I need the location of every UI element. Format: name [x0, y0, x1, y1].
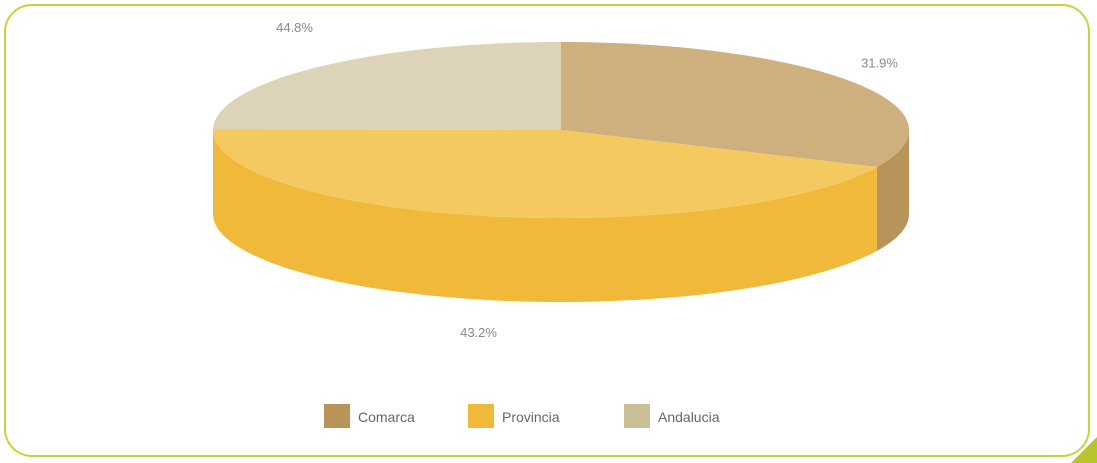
legend-label-andalucia: Andalucia	[658, 409, 720, 425]
legend-swatch-provincia	[468, 404, 494, 428]
pie-slice-provincia	[212, 129, 877, 219]
legend-label-comarca: Comarca	[358, 409, 415, 425]
pie-side-comarca	[876, 130, 909, 251]
pie-data-label-provincia: 43.2%	[460, 325, 497, 340]
corner-accent	[1071, 437, 1097, 463]
legend-swatch-comarca	[324, 404, 350, 428]
pie-tops	[212, 42, 910, 219]
legend-swatch-andalucia	[624, 404, 650, 428]
pie-slice-andalucia	[213, 42, 561, 130]
pie-sides	[213, 130, 909, 303]
pie-data-label-comarca: 31.9%	[861, 56, 898, 71]
pie-side-provincia	[213, 130, 877, 303]
pie-labels: 31.9% 43.2% 44.8%	[276, 20, 898, 340]
pie-slice-comarca	[561, 42, 910, 167]
pie-data-label-andalucia: 44.8%	[276, 20, 313, 35]
legend: Comarca Provincia Andalucia	[324, 404, 720, 428]
legend-label-provincia: Provincia	[502, 409, 560, 425]
